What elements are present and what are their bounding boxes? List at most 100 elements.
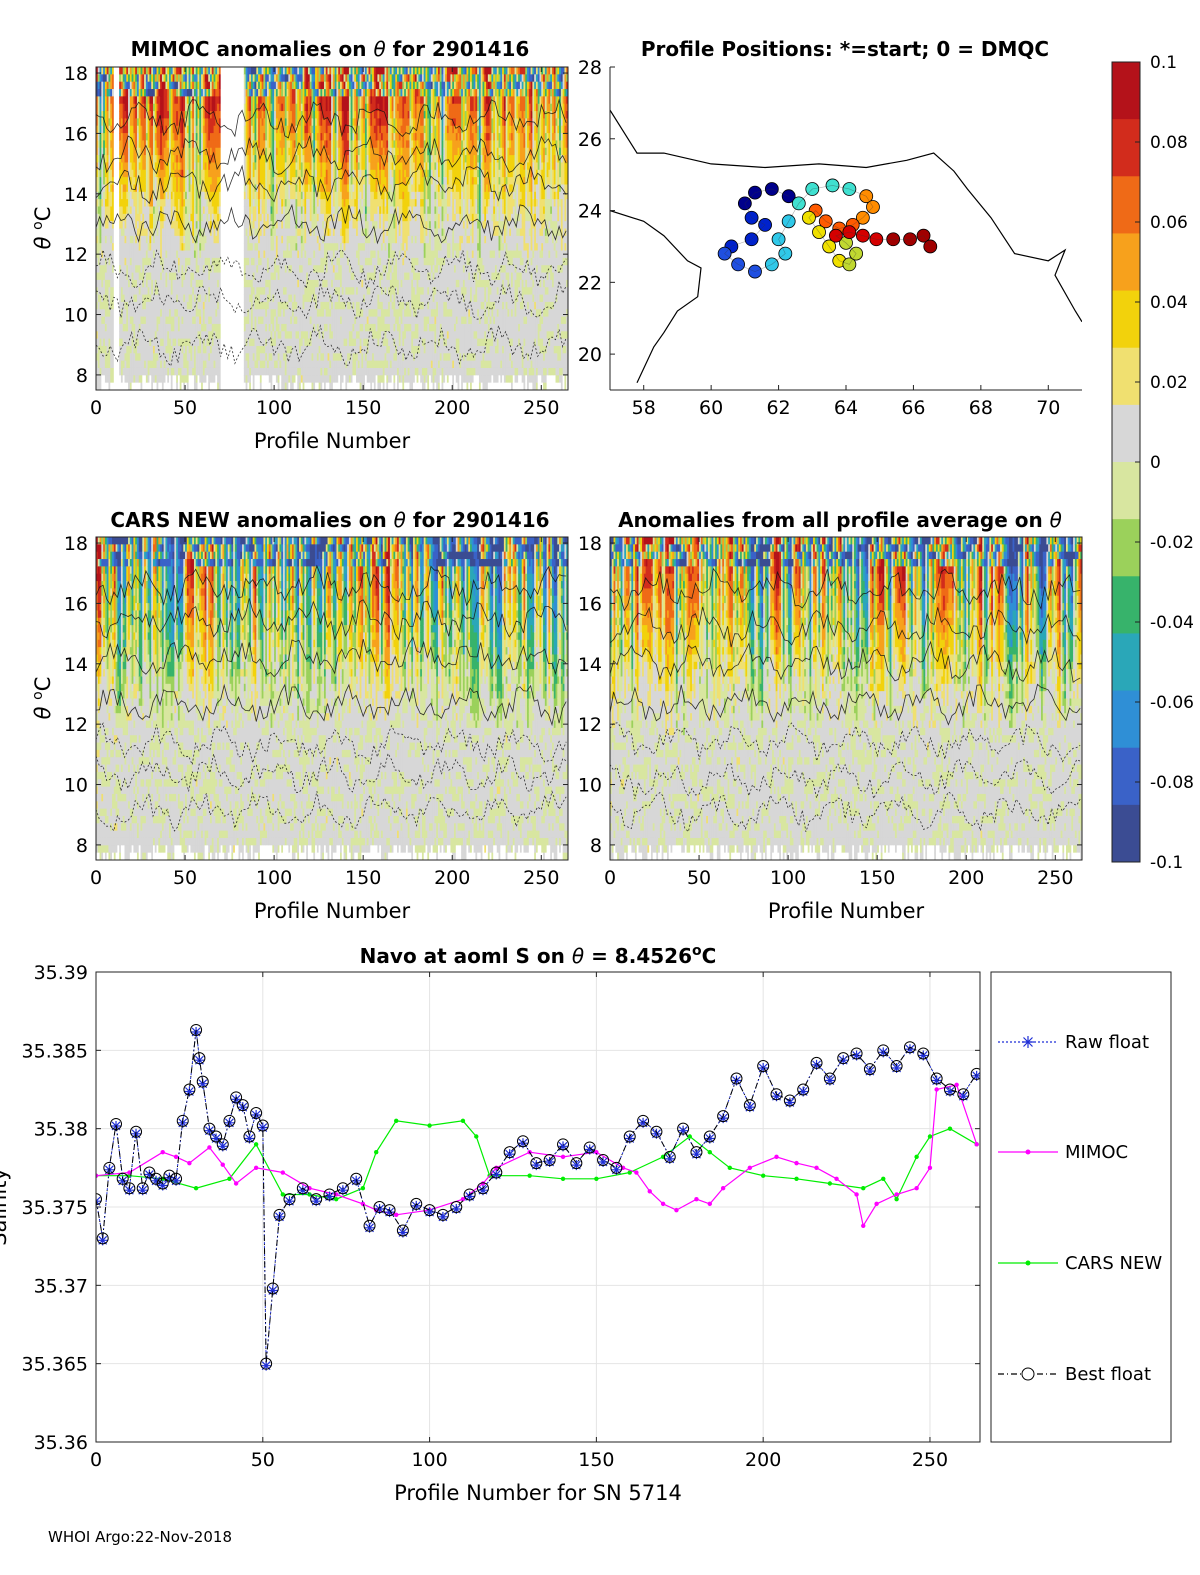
- heatmap-cell: [204, 206, 207, 215]
- heatmap-cell: [163, 125, 166, 134]
- heatmap-cell: [201, 309, 204, 318]
- heatmap-cell: [274, 301, 277, 310]
- heatmap-cell: [135, 74, 138, 83]
- heatmap-cell: [156, 191, 159, 200]
- heatmap-cell: [247, 155, 250, 163]
- heatmap-cell: [192, 206, 195, 215]
- heatmap-cell: [144, 140, 147, 149]
- heatmap-cell: [179, 323, 182, 332]
- heatmap-cell: [211, 265, 215, 274]
- heatmap-cell: [154, 265, 158, 274]
- heatmap-cell: [193, 382, 197, 390]
- heatmap-cell: [213, 367, 216, 376]
- heatmap-cell: [104, 81, 108, 90]
- heatmap-cell: [192, 323, 195, 332]
- heatmap-cell: [190, 338, 193, 347]
- heatmap-cell: [119, 309, 122, 318]
- heatmap-cell: [268, 155, 272, 163]
- heatmap-cell: [110, 199, 113, 207]
- heatmap-cell: [295, 338, 298, 347]
- heatmap-cell: [120, 221, 124, 229]
- heatmap-cell: [243, 243, 247, 252]
- heatmap-cell: [258, 199, 261, 207]
- heatmap-cell: [211, 279, 215, 288]
- heatmap-cell: [206, 279, 209, 288]
- heatmap-cell: [252, 250, 256, 259]
- heatmap-cell: [181, 103, 184, 112]
- heatmap-cell: [151, 265, 154, 274]
- heatmap-cell: [177, 257, 181, 266]
- heatmap-cell: [174, 125, 177, 134]
- heatmap-cell: [211, 367, 215, 376]
- heatmap-cell: [149, 169, 152, 178]
- heatmap-cell: [275, 360, 279, 369]
- heatmap-cell: [268, 301, 272, 310]
- heatmap-cell: [275, 353, 279, 362]
- heatmap-cell: [165, 301, 168, 310]
- heatmap-cell: [204, 213, 207, 222]
- heatmap-cell: [188, 81, 191, 90]
- heatmap-cell: [277, 235, 280, 244]
- heatmap-cell: [122, 213, 125, 222]
- heatmap-cell: [97, 367, 101, 376]
- heatmap-cell: [281, 89, 284, 97]
- heatmap-cell: [323, 162, 327, 171]
- heatmap-cell: [290, 360, 293, 369]
- heatmap-cell: [144, 301, 147, 310]
- heatmap-cell: [129, 265, 133, 274]
- heatmap-cell: [293, 228, 296, 237]
- heatmap-cell: [270, 228, 273, 237]
- heatmap-cell: [122, 169, 125, 178]
- heatmap-cell: [138, 221, 142, 229]
- heatmap-cell: [161, 294, 165, 303]
- heatmap-cell: [316, 184, 320, 193]
- heatmap-cell: [185, 221, 188, 229]
- heatmap-cell: [154, 213, 158, 222]
- heatmap-cell: [136, 177, 140, 185]
- heatmap-cell: [268, 147, 272, 156]
- heatmap-cell: [154, 228, 158, 237]
- heatmap-cell: [131, 118, 134, 127]
- heatmap-cell: [286, 162, 289, 171]
- heatmap-cell: [293, 89, 296, 97]
- heatmap-cell: [218, 250, 222, 259]
- heatmap-cell: [249, 345, 252, 354]
- heatmap-cell: [154, 272, 158, 281]
- heatmap-cell: [295, 103, 298, 112]
- heatmap-cell: [136, 367, 140, 376]
- heatmap-cell: [97, 155, 101, 163]
- heatmap-cell: [286, 367, 289, 376]
- heatmap-cell: [201, 155, 204, 163]
- heatmap-cell: [176, 213, 179, 222]
- heatmap-cell: [215, 96, 218, 105]
- heatmap-cell: [112, 81, 115, 90]
- heatmap-cell: [316, 96, 320, 105]
- heatmap-cell: [101, 169, 104, 178]
- heatmap-cell: [290, 89, 293, 97]
- heatmap-cell: [309, 265, 313, 274]
- heatmap-cell: [283, 221, 286, 229]
- heatmap-cell: [126, 338, 129, 347]
- heatmap-cell: [250, 257, 254, 266]
- heatmap-cell: [112, 199, 115, 207]
- heatmap-cell: [311, 243, 314, 252]
- heatmap-cell: [99, 155, 102, 163]
- heatmap-cell: [160, 96, 163, 105]
- heatmap-cell: [286, 375, 289, 384]
- heatmap-cell: [275, 155, 279, 163]
- heatmap-cell: [323, 125, 327, 134]
- heatmap-cell: [133, 265, 136, 274]
- heatmap-cell: [170, 360, 174, 369]
- heatmap-cell: [297, 125, 300, 134]
- heatmap-cell: [320, 345, 323, 354]
- heatmap-cell: [103, 375, 106, 384]
- heatmap-cell: [288, 184, 291, 193]
- heatmap-cell: [290, 228, 293, 237]
- heatmap-cell: [192, 103, 195, 112]
- heatmap-cell: [104, 316, 108, 325]
- heatmap-cell: [215, 125, 218, 134]
- heatmap-cell: [283, 67, 286, 75]
- heatmap-cell: [204, 272, 207, 281]
- heatmap-cell: [300, 382, 304, 390]
- heatmap-cell: [286, 199, 289, 207]
